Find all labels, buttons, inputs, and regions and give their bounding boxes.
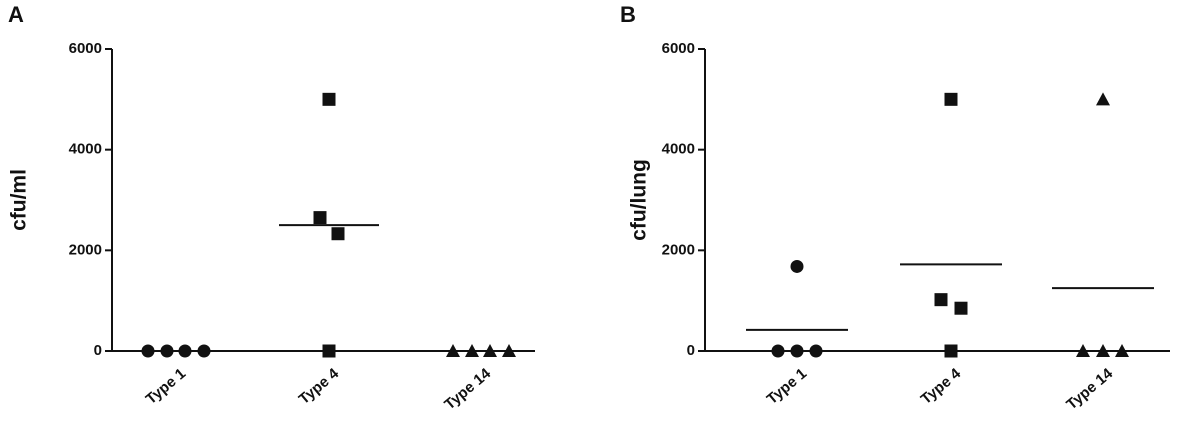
point [160,344,174,358]
point [446,344,460,357]
x-tick-label: Type 14 [441,365,494,414]
x-tick-label: Type 4 [296,365,343,408]
y-tick-label: 2000 [662,241,695,258]
panel-label: B [620,2,636,27]
x-tick-label: Type 4 [918,365,965,408]
point [141,344,155,358]
point [1096,92,1110,106]
point [313,211,327,225]
y-tick-label: 0 [94,342,102,359]
point [322,92,336,106]
point [465,344,479,357]
point [1096,344,1110,357]
point [790,344,804,358]
x-tick-label: Type 14 [1063,365,1116,414]
x-tick-label: Type 1 [764,365,810,408]
point [944,344,958,358]
y-tick-label: 2000 [69,241,102,258]
point [483,344,497,357]
point [934,293,948,307]
point [331,227,345,241]
y-tick-label: 6000 [662,40,695,57]
point [502,344,516,357]
point [197,344,211,358]
y-tick-label: 6000 [69,40,102,57]
point [322,344,336,358]
point [944,92,958,106]
y-axis-label: cfu/lung [628,159,651,241]
y-axis-label: cfu/ml [8,169,31,231]
point [790,259,804,273]
point [809,344,823,358]
y-tick-label: 4000 [662,141,695,158]
y-tick-label: 0 [687,342,695,359]
panel-label: A [8,2,24,27]
point [1115,344,1129,357]
x-tick-label: Type 1 [143,365,189,408]
y-tick-label: 4000 [69,141,102,158]
point [178,344,192,358]
point [1076,344,1090,357]
point [954,301,968,315]
point [771,344,785,358]
